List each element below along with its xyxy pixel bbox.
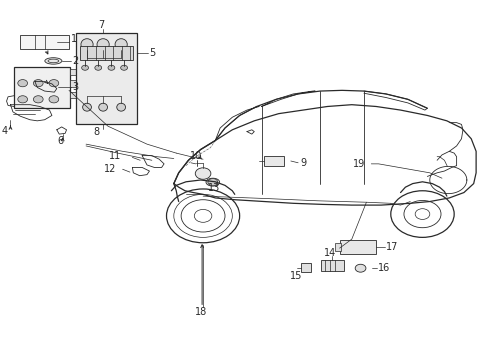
Circle shape — [121, 65, 127, 70]
Text: 5: 5 — [149, 48, 155, 58]
Text: 8: 8 — [94, 127, 100, 137]
Text: 3: 3 — [72, 82, 79, 92]
Text: 2: 2 — [72, 56, 79, 66]
Text: 15: 15 — [289, 271, 301, 282]
Ellipse shape — [117, 103, 125, 111]
Bar — [76, 33, 137, 125]
Ellipse shape — [82, 103, 91, 111]
Ellipse shape — [99, 103, 107, 111]
Text: 12: 12 — [104, 163, 117, 174]
Bar — [334, 243, 340, 251]
Circle shape — [207, 179, 217, 186]
Circle shape — [18, 80, 27, 87]
Ellipse shape — [45, 58, 62, 64]
Text: 4: 4 — [1, 126, 8, 135]
Circle shape — [18, 96, 27, 103]
Bar — [20, 36, 69, 49]
Text: 11: 11 — [109, 151, 122, 161]
Bar — [339, 240, 375, 253]
Circle shape — [195, 168, 210, 179]
Bar — [80, 46, 133, 60]
Bar — [70, 69, 77, 75]
Bar — [300, 263, 311, 272]
Bar — [70, 92, 77, 98]
Bar — [70, 80, 77, 87]
Text: 19: 19 — [352, 159, 365, 169]
Text: 16: 16 — [377, 263, 389, 273]
Circle shape — [33, 80, 43, 87]
Ellipse shape — [97, 39, 109, 50]
Text: 14: 14 — [323, 248, 335, 258]
Bar — [14, 67, 70, 108]
Circle shape — [49, 80, 59, 87]
Ellipse shape — [205, 178, 219, 186]
Text: 7: 7 — [98, 20, 104, 30]
Circle shape — [49, 96, 59, 103]
Circle shape — [33, 96, 43, 103]
Text: 18: 18 — [194, 307, 206, 316]
Circle shape — [81, 65, 88, 70]
Ellipse shape — [354, 264, 365, 272]
Ellipse shape — [81, 39, 93, 50]
Text: 13: 13 — [207, 183, 220, 193]
Bar — [264, 156, 284, 166]
Bar — [320, 260, 343, 271]
Text: 9: 9 — [300, 158, 305, 168]
Circle shape — [108, 65, 115, 70]
Text: 1: 1 — [71, 35, 78, 44]
Text: 10: 10 — [189, 150, 202, 161]
Text: 6: 6 — [57, 136, 63, 146]
Ellipse shape — [115, 39, 127, 50]
Circle shape — [95, 65, 102, 70]
Text: 17: 17 — [385, 242, 397, 252]
